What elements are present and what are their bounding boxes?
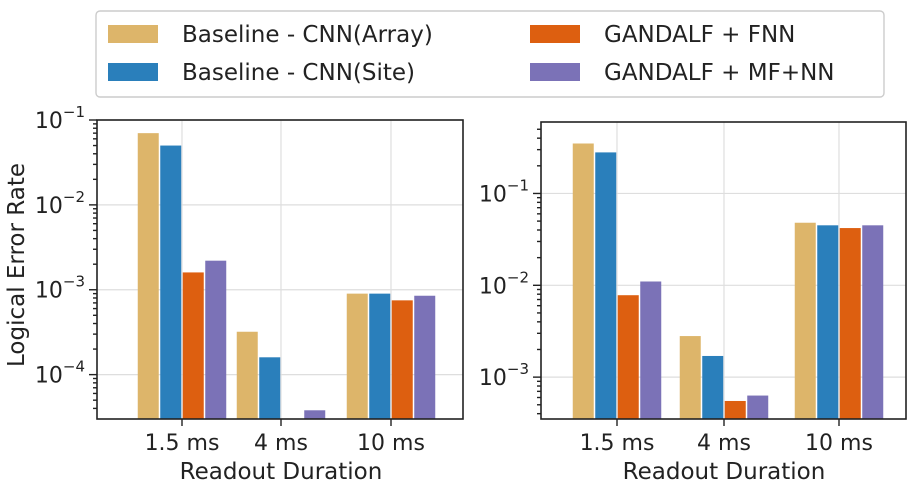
left-bar-s0-c2 xyxy=(346,293,368,419)
legend-swatch-1 xyxy=(108,63,158,81)
right-bar-s2-c0 xyxy=(617,295,639,419)
left-bar-s2-c0 xyxy=(182,272,204,419)
left-ytick-label-2: 10−3 xyxy=(35,273,85,304)
legend-swatch-3 xyxy=(530,63,580,81)
left-xtick-label-2: 10 ms xyxy=(357,431,425,456)
right-bar-s0-c2 xyxy=(794,222,816,419)
right-bar-s1-c0 xyxy=(595,152,617,420)
left-bar-s0-c1 xyxy=(236,331,258,419)
legend-label-0: Baseline - CNN(Array) xyxy=(182,22,433,48)
left-bar-s3-c0 xyxy=(205,260,227,419)
left-chart: 10−1 10−2 10−3 10−4 1.5 ms 4 ms 10 ms Logical … xyxy=(4,103,464,484)
left-bar-s1-c0 xyxy=(160,145,182,419)
right-chart: 10−1 10−2 10−3 1.5 ms 4 ms 10 ms Readout Dura… xyxy=(479,121,907,484)
left-bar-s0-c0 xyxy=(137,133,159,420)
right-bar-s0-c0 xyxy=(572,143,594,419)
legend-label-1: Baseline - CNN(Site) xyxy=(182,60,415,86)
left-xtick-label-0: 1.5 ms xyxy=(145,431,220,456)
legend-swatch-0 xyxy=(108,25,158,43)
left-bar-s1-c2 xyxy=(369,293,391,419)
right-ytick-label-1: 10−2 xyxy=(479,268,529,299)
legend-label-3: GANDALF + MF+NN xyxy=(604,60,835,86)
right-chart-bars xyxy=(572,143,884,420)
left-chart-bars xyxy=(137,133,436,420)
right-bar-s2-c1 xyxy=(724,400,746,419)
left-bar-s2-c2 xyxy=(391,300,413,419)
legend-frame xyxy=(95,10,885,98)
right-bar-s0-c1 xyxy=(679,336,701,419)
right-xtick-label-0: 1.5 ms xyxy=(580,431,655,456)
legend-swatch-2 xyxy=(530,25,580,43)
left-chart-ylabel: Logical Error Rate xyxy=(4,163,30,367)
right-bar-s1-c1 xyxy=(702,355,724,419)
legend: Baseline - CNN(Array) Baseline - CNN(Sit… xyxy=(95,10,885,98)
right-ytick-label-2: 10−3 xyxy=(479,360,529,391)
left-chart-frame xyxy=(96,119,464,420)
left-ytick-label-3: 10−4 xyxy=(35,358,85,389)
left-bar-s3-c2 xyxy=(414,295,436,419)
left-xtick-label-1: 4 ms xyxy=(254,431,308,456)
right-bar-s3-c0 xyxy=(640,281,662,419)
legend-label-2: GANDALF + FNN xyxy=(604,22,795,48)
right-bar-s3-c1 xyxy=(747,395,769,419)
left-ytick-label-1: 10−2 xyxy=(35,188,85,219)
left-chart-ticks: 10−1 10−2 10−3 10−4 1.5 ms 4 ms 10 ms xyxy=(35,103,425,456)
left-bar-s3-c1 xyxy=(304,410,326,419)
right-bar-s1-c2 xyxy=(817,225,839,419)
left-chart-xlabel: Readout Duration xyxy=(180,459,383,484)
right-chart-xlabel: Readout Duration xyxy=(623,459,826,484)
right-bar-s2-c2 xyxy=(839,228,861,419)
left-ytick-label-0: 10−1 xyxy=(35,103,85,134)
right-ytick-label-0: 10−1 xyxy=(479,176,529,207)
right-chart-ticks: 10−1 10−2 10−3 1.5 ms 4 ms 10 ms xyxy=(479,128,873,456)
right-xtick-label-1: 4 ms xyxy=(697,431,751,456)
right-xtick-label-2: 10 ms xyxy=(805,431,873,456)
left-bar-s1-c1 xyxy=(259,357,281,419)
right-bar-s3-c2 xyxy=(862,225,884,419)
